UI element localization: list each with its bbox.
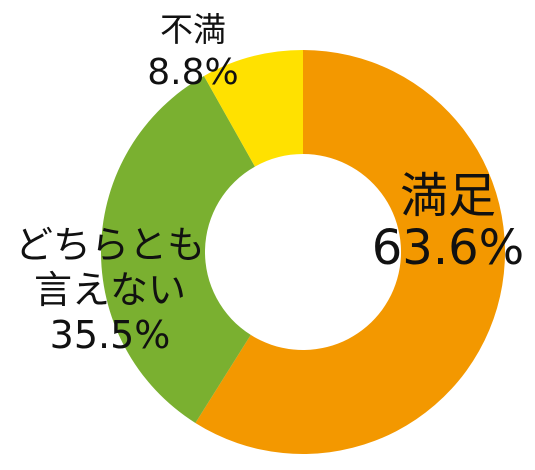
slice-name-neutral-line1: どちらとも: [15, 223, 205, 267]
slice-dissatisfied: [203, 50, 303, 167]
slice-value-satisfied: 63.6%: [372, 220, 524, 276]
label-dissatisfied: 不満 8.8%: [147, 10, 238, 93]
label-satisfied: 満足 63.6%: [372, 168, 524, 276]
label-neutral: どちらとも 言えない 35.5%: [15, 223, 205, 357]
donut-slices: [101, 50, 506, 454]
slice-value-dissatisfied: 8.8%: [147, 52, 238, 93]
slice-satisfied: [195, 50, 506, 454]
slice-neutral: [101, 75, 255, 423]
slice-name-satisfied: 満足: [400, 168, 496, 224]
slice-value-neutral: 35.5%: [50, 313, 171, 357]
slice-name-neutral-line2: 言えない: [34, 268, 186, 312]
slice-name-dissatisfied: 不満: [160, 10, 226, 49]
